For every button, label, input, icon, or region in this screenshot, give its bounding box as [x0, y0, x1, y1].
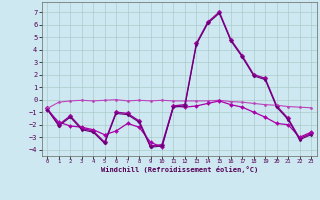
X-axis label: Windchill (Refroidissement éolien,°C): Windchill (Refroidissement éolien,°C): [100, 166, 258, 173]
